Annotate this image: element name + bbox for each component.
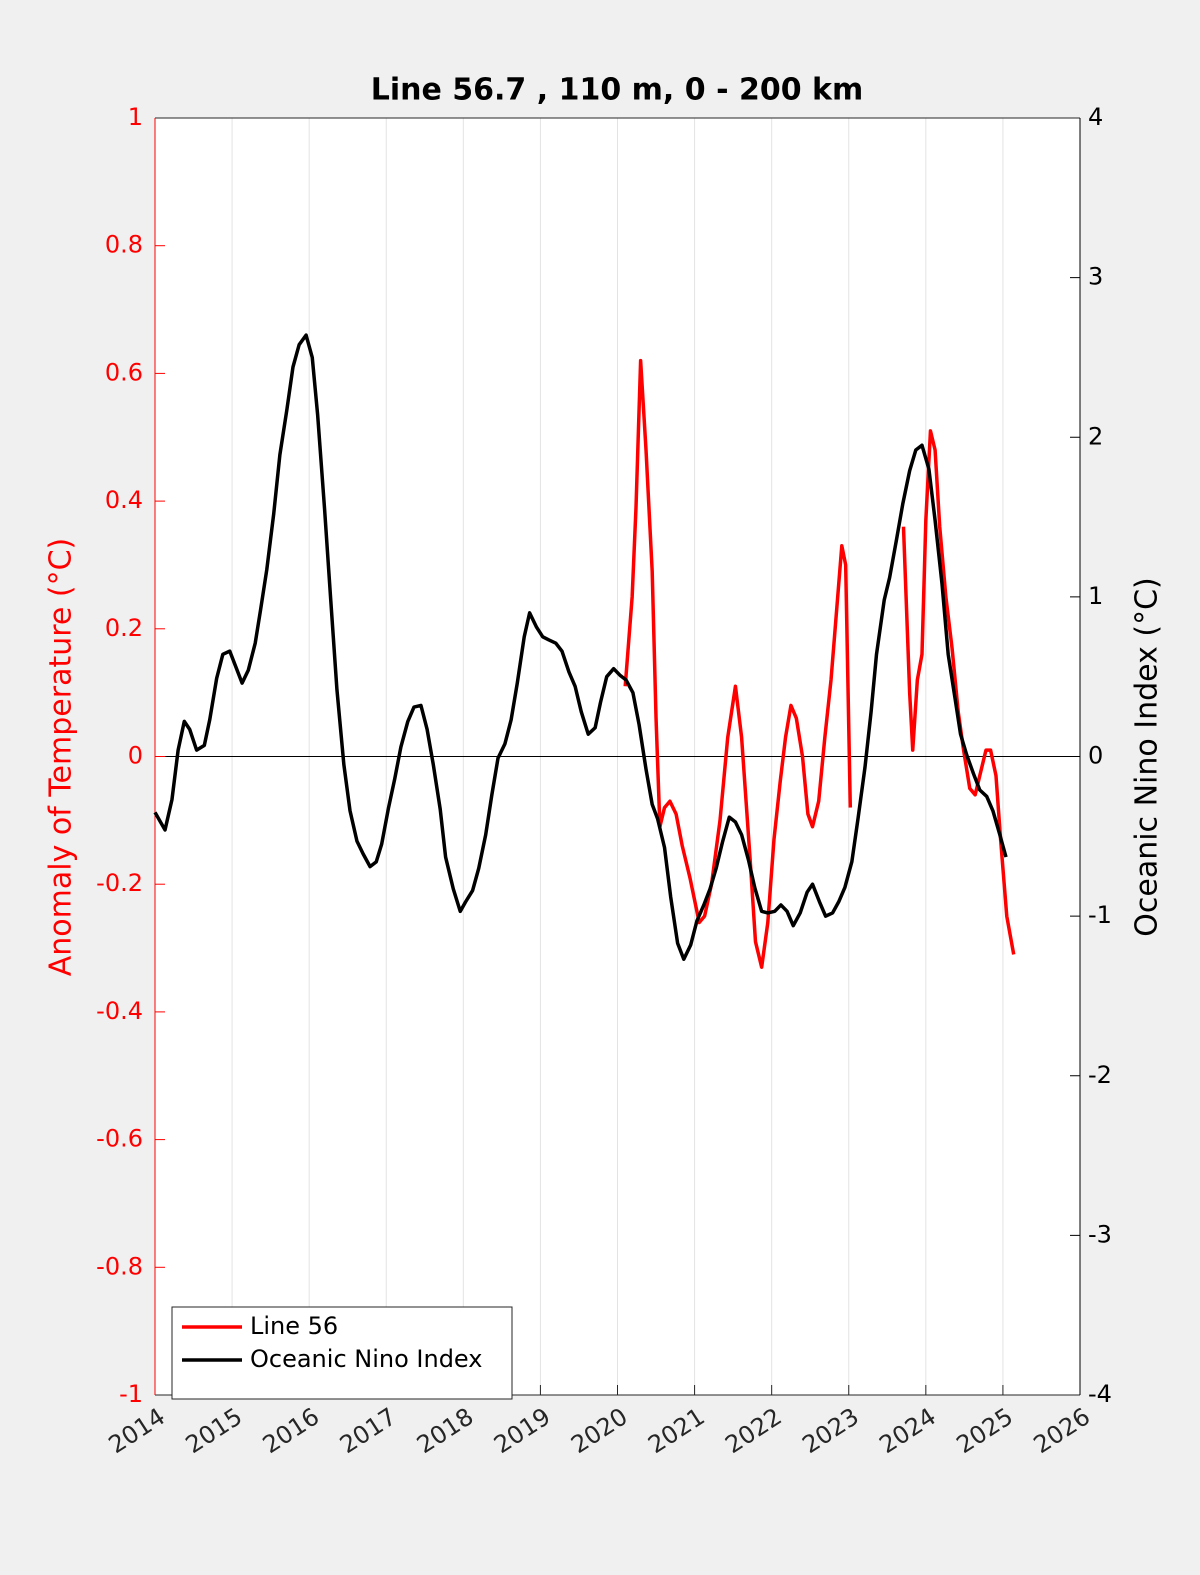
legend: Line 56 Oceanic Nino Index	[171, 1306, 513, 1400]
x-tick-label: 2014	[104, 1402, 170, 1459]
y2-axis-label: Oceanic Nino Index (°C)	[1130, 577, 1165, 937]
x-tick-label: 2018	[412, 1402, 478, 1459]
x-tick-label: 2021	[643, 1402, 709, 1459]
y-tick-label: -0.6	[96, 1125, 143, 1153]
y-tick-label: -0.8	[96, 1252, 143, 1280]
y-axis-label: Anomaly of Temperature (°C)	[44, 538, 79, 977]
legend-label: Line 56	[250, 1312, 338, 1340]
x-tick-label: 2015	[181, 1402, 247, 1459]
x-tick-label: 2023	[797, 1402, 863, 1459]
series-line	[901, 429, 1016, 955]
y2-tick-label: 3	[1088, 263, 1103, 291]
series-line	[623, 358, 853, 969]
x-tick-label: 2017	[335, 1402, 401, 1459]
legend-box	[171, 1306, 513, 1400]
y-tick-label: 0.2	[105, 614, 143, 642]
y-tick-label: 0.4	[105, 486, 143, 514]
x-tick-label: 2026	[1029, 1402, 1095, 1459]
x-tick-label: 2020	[566, 1402, 632, 1459]
y2-tick-label: -1	[1088, 901, 1112, 929]
y-tick-label: -0.4	[96, 997, 143, 1025]
x-tick-label: 2024	[874, 1402, 940, 1459]
y2-tick-label: -2	[1088, 1061, 1112, 1089]
y2-tick-label: 0	[1088, 742, 1103, 770]
y-tick-label: 1	[128, 103, 143, 131]
y-tick-label: 0.6	[105, 358, 143, 386]
y2-tick-label: -4	[1088, 1380, 1112, 1408]
y2-tick-label: 4	[1088, 103, 1103, 131]
y-tick-label: 0	[128, 742, 143, 770]
y-tick-label: -0.2	[96, 869, 143, 897]
y-tick-label: 0.8	[105, 231, 143, 259]
chart-title: Line 56.7 , 110 m, 0 - 200 km	[371, 73, 864, 108]
y2-tick-label: 2	[1088, 422, 1103, 450]
series-line	[153, 333, 1008, 961]
x-tick-label: 2022	[720, 1402, 786, 1459]
x-tick-label: 2025	[952, 1402, 1018, 1459]
y-tick-label: -1	[119, 1380, 143, 1408]
y2-tick-label: -3	[1088, 1220, 1112, 1248]
legend-label: Oceanic Nino Index	[250, 1345, 482, 1373]
y2-tick-label: 1	[1088, 582, 1103, 610]
x-tick-label: 2019	[489, 1402, 555, 1459]
x-tick-label: 2016	[258, 1402, 324, 1459]
